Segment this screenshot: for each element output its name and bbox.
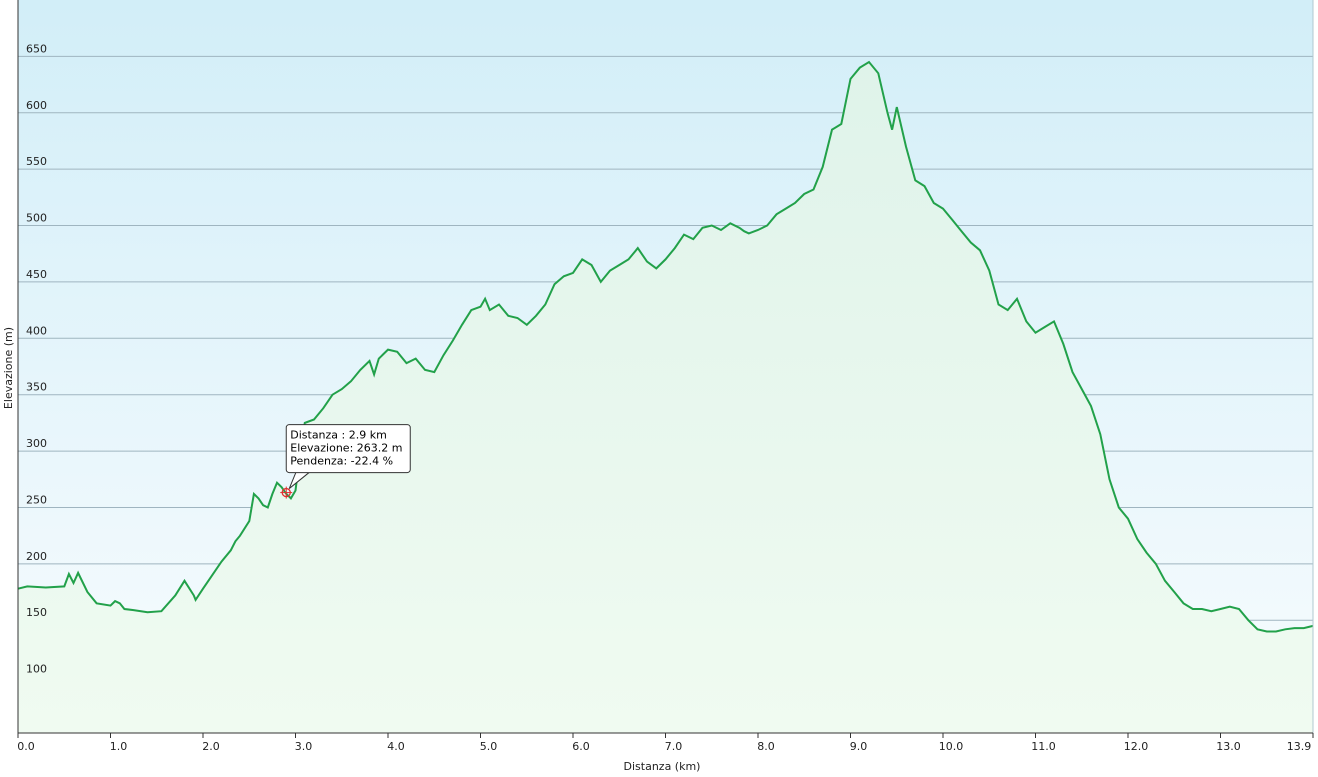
- x-tick-label: 10.0: [939, 740, 964, 753]
- crosshair-marker-icon[interactable]: [280, 486, 293, 499]
- x-tick-label: 1.0: [110, 740, 128, 753]
- tooltip-distance: Distanza : 2.9 km: [290, 429, 387, 442]
- y-tick-label: 200: [26, 550, 47, 563]
- x-tick-label: 8.0: [757, 740, 775, 753]
- x-tick-label: 7.0: [665, 740, 683, 753]
- elevation-line: [17, 60, 1314, 633]
- tooltip-box: [285, 424, 411, 474]
- x-tick-label: 4.0: [387, 740, 405, 753]
- y-tick-label: 100: [26, 663, 47, 676]
- tooltip: Distanza : 2.9 km Elevazione: 263.2 m Pe…: [280, 424, 411, 499]
- elevation-area: [18, 62, 1313, 733]
- y-tick-label: 300: [26, 437, 47, 450]
- x-tick-label: 0.0: [17, 740, 35, 753]
- y-tick-labels: 100 150 200 250 300 350 400 450 500 550 600 650: [26, 42, 47, 675]
- y-tick-label: 500: [26, 212, 47, 225]
- y-tick-label: 150: [26, 606, 47, 619]
- y-tick-label: 250: [26, 493, 47, 506]
- x-axis-title: Distanza (km): [624, 760, 701, 773]
- y-tick-label: 600: [26, 99, 47, 112]
- y-axis-title: Elevazione (m): [2, 327, 15, 409]
- x-tick-label: 12.0: [1124, 740, 1149, 753]
- tooltip-elevation: Elevazione: 263.2 m: [290, 442, 402, 455]
- x-tick-label: 2.0: [202, 740, 220, 753]
- tooltip-slope: Pendenza: -22.4 %: [290, 455, 393, 468]
- y-tick-label: 400: [26, 324, 47, 337]
- x-tick-label: 3.0: [295, 740, 313, 753]
- x-tick-labels: 0.0 1.0 2.0 3.0 4.0 5.0 6.0 7.0 8.0 9.0 10.0 11.0 12…: [17, 733, 1314, 753]
- y-tick-label: 350: [26, 381, 47, 394]
- x-tick-label: 9.0: [850, 740, 868, 753]
- y-tick-label: 450: [26, 268, 47, 281]
- x-tick-label: 11.0: [1031, 740, 1056, 753]
- y-tick-label: 550: [26, 155, 47, 168]
- x-tick-label: 13.0: [1216, 740, 1241, 753]
- x-tick-label: 13.9: [1287, 740, 1312, 753]
- x-tick-label: 6.0: [572, 740, 590, 753]
- x-tick-label: 5.0: [480, 740, 498, 753]
- y-tick-label: 650: [26, 42, 47, 55]
